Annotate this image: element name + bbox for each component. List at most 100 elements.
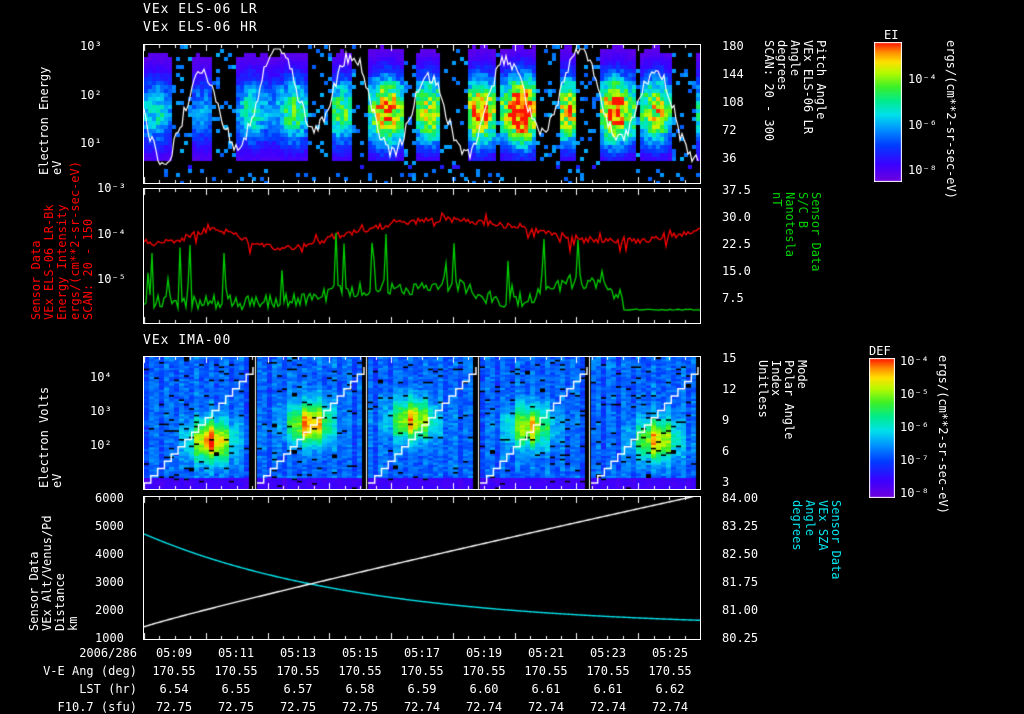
panel4-right-label-line3: Angle (803, 500, 817, 537)
bottom-axis-cell-time-5: 05:19 (465, 646, 503, 660)
panel1-left-axis-label: Electron Energy eV (37, 45, 64, 175)
panel4-right-axis-label: degrees Angle VEx SZA Sensor Data (790, 500, 843, 628)
bottom-axis-cell-f107-3: 72.75 (341, 700, 379, 714)
bottom-axis-row-label-0: 2006/286 (79, 646, 137, 660)
panel3-plot-frame[interactable] (143, 356, 701, 490)
bottom-axis-cell-f107-4: 72.74 (403, 700, 441, 714)
panel4-ytick-5000: 5000 (95, 519, 124, 533)
panel3-ytick-1e2: 10² (90, 438, 112, 452)
panel1-plot-frame[interactable] (143, 44, 701, 184)
bottom-axis-cell-time-0: 05:09 (155, 646, 193, 660)
bottom-axis-cell-ve_ang-8: 170.55 (648, 664, 692, 678)
panel2-timeseries-canvas[interactable] (144, 189, 700, 323)
panel4-left-label-line4: km (66, 616, 80, 631)
panel1-right-label-line3: Angle (788, 40, 802, 77)
panel2-rtick-300: 30.0 (722, 210, 751, 224)
bottom-axis-cell-f107-5: 72.74 (465, 700, 503, 714)
panel3-left-label-line1: Electron Volts (37, 386, 51, 488)
panel1-rtick-72: 72 (722, 123, 737, 137)
panel1-spectrogram-canvas[interactable] (144, 45, 700, 183)
bottom-axis-cell-lst-5: 6.60 (469, 682, 499, 696)
colorbar-def-tick-1: 10⁻⁴ (900, 354, 929, 368)
bottom-axis-cell-lst-8: 6.62 (655, 682, 685, 696)
bottom-axis-cell-time-1: 05:11 (217, 646, 255, 660)
bottom-axis-cell-lst-2: 6.57 (283, 682, 313, 696)
panel4-rtick-8175: 81.75 (722, 575, 759, 589)
colorbar-ei[interactable] (874, 42, 902, 182)
colorbar-ei-unit: ergs/(cm**2-sr-sec-eV) (944, 40, 958, 203)
bottom-axis-cell-ve_ang-5: 170.55 (462, 664, 506, 678)
panel3-spectrogram-canvas[interactable] (144, 357, 700, 489)
panel2-right-label-line1: Sensor Data (809, 192, 823, 272)
colorbar-def-unit-text: ergs/(cm**2-sr-sec-eV) (936, 355, 950, 514)
bottom-axis-cell-lst-1: 6.55 (221, 682, 251, 696)
panel1-left-axis-label-line2: eV (50, 160, 64, 175)
bottom-axis-row-label-1: V-E Ang (deg) (43, 664, 137, 678)
bottom-axis-cell-ve_ang-6: 170.55 (524, 664, 568, 678)
panel2-rtick-375: 37.5 (722, 183, 751, 197)
panel2-right-axis-label: nT Nanotesla S/C B Sensor Data (770, 192, 823, 320)
panel3-right-label-line1: Mode (795, 360, 809, 389)
panel2-rtick-75: 7.5 (722, 291, 744, 305)
panel1-rtick-180: 180 (722, 39, 744, 53)
panel3-rtick-15: 15 (722, 351, 737, 365)
colorbar-def-tick-3: 10⁻⁶ (900, 420, 929, 434)
panel2-ytick-1e-3: 10⁻³ (97, 181, 126, 195)
panel2-ytick-1e-5: 10⁻⁵ (97, 272, 126, 286)
panel4-ytick-3000: 3000 (95, 575, 124, 589)
bottom-axis-cell-ve_ang-4: 170.55 (400, 664, 444, 678)
colorbar-ei-title: EI (884, 28, 899, 42)
bottom-axis-cell-lst-4: 6.59 (407, 682, 437, 696)
colorbar-def[interactable] (869, 358, 895, 498)
panel2-ytick-1e-4: 10⁻⁴ (97, 227, 126, 241)
panel1-right-label-line1: Pitch Angle (814, 40, 828, 120)
colorbar-def-tick-5: 10⁻⁸ (900, 486, 929, 500)
panel4-left-label-line3: Distance (53, 573, 67, 631)
bottom-axis-cell-time-4: 05:17 (403, 646, 441, 660)
colorbar-def-gradient (869, 358, 895, 498)
panel2-rtick-150: 15.0 (722, 264, 751, 278)
panel1-ytick-100: 10² (80, 88, 102, 102)
panel4-right-label-line2: VEx SZA (816, 500, 830, 551)
colorbar-def-unit: ergs/(cm**2-sr-sec-eV) (936, 355, 950, 518)
bottom-axis-row-label-2: LST (hr) (79, 682, 137, 696)
panel2-right-label-line3: Nanotesla (783, 192, 797, 258)
colorbar-def-tick-2: 10⁻⁵ (900, 387, 929, 401)
panel4-rtick-8025: 80.25 (722, 631, 759, 645)
bottom-axis-cell-ve_ang-3: 170.55 (338, 664, 382, 678)
panel3-rtick-6: 6 (722, 444, 730, 458)
bottom-axis-cell-time-2: 05:13 (279, 646, 317, 660)
panel1-right-label-line2: VEx ELS-06 LR (801, 40, 815, 134)
colorbar-def-tick-4: 10⁻⁷ (900, 453, 929, 467)
panel4-plot-frame[interactable] (143, 496, 701, 640)
panel1-right-axis-label: SCAN: 20 - 300 degrees Angle VEx ELS-06 … (762, 40, 828, 176)
bottom-axis-cell-f107-7: 72.74 (589, 700, 627, 714)
panel2-plot-frame[interactable] (143, 188, 701, 324)
panel1-title-lr: VEx ELS-06 LR (143, 2, 258, 17)
panel3-right-label-line3: Index (769, 360, 783, 397)
bottom-axis-cell-ve_ang-0: 170.55 (152, 664, 196, 678)
panel4-left-axis-label: Sensor Data VEx Alt/Venus/Pd Distance km (27, 506, 80, 631)
panel3-right-label-line4: Unitless (756, 360, 770, 418)
bottom-axis-row-label-3: F10.7 (sfu) (57, 700, 137, 714)
panel3-right-label-line2: Polar Angle (782, 360, 796, 440)
panel3-rtick-3: 3 (722, 475, 730, 489)
panel3-rtick-12: 12 (722, 382, 737, 396)
panel3-ytick-1e3: 10³ (90, 404, 112, 418)
panel1-ytick-1000: 10³ (80, 39, 102, 53)
bottom-axis-cell-lst-0: 6.54 (159, 682, 189, 696)
panel3-rtick-9: 9 (722, 413, 730, 427)
panel2-right-label-line4: nT (770, 192, 784, 207)
panel3-ytick-1e4: 10⁴ (90, 370, 112, 384)
panel4-ytick-1000: 1000 (95, 631, 124, 645)
panel1-left-axis-label-line1: Electron Energy (37, 66, 51, 175)
colorbar-ei-tick-2: 10⁻⁶ (908, 118, 937, 132)
bottom-axis-cell-ve_ang-7: 170.55 (586, 664, 630, 678)
panel4-rtick-8250: 82.50 (722, 547, 759, 561)
panel4-ytick-2000: 2000 (95, 603, 124, 617)
panel3-right-axis-label: Unitless Index Polar Angle Mode (756, 360, 809, 486)
panel4-timeseries-canvas[interactable] (144, 497, 700, 639)
panel4-rtick-8325: 83.25 (722, 519, 759, 533)
bottom-axis-cell-time-8: 05:25 (651, 646, 689, 660)
panel4-rtick-8400: 84.00 (722, 491, 759, 505)
